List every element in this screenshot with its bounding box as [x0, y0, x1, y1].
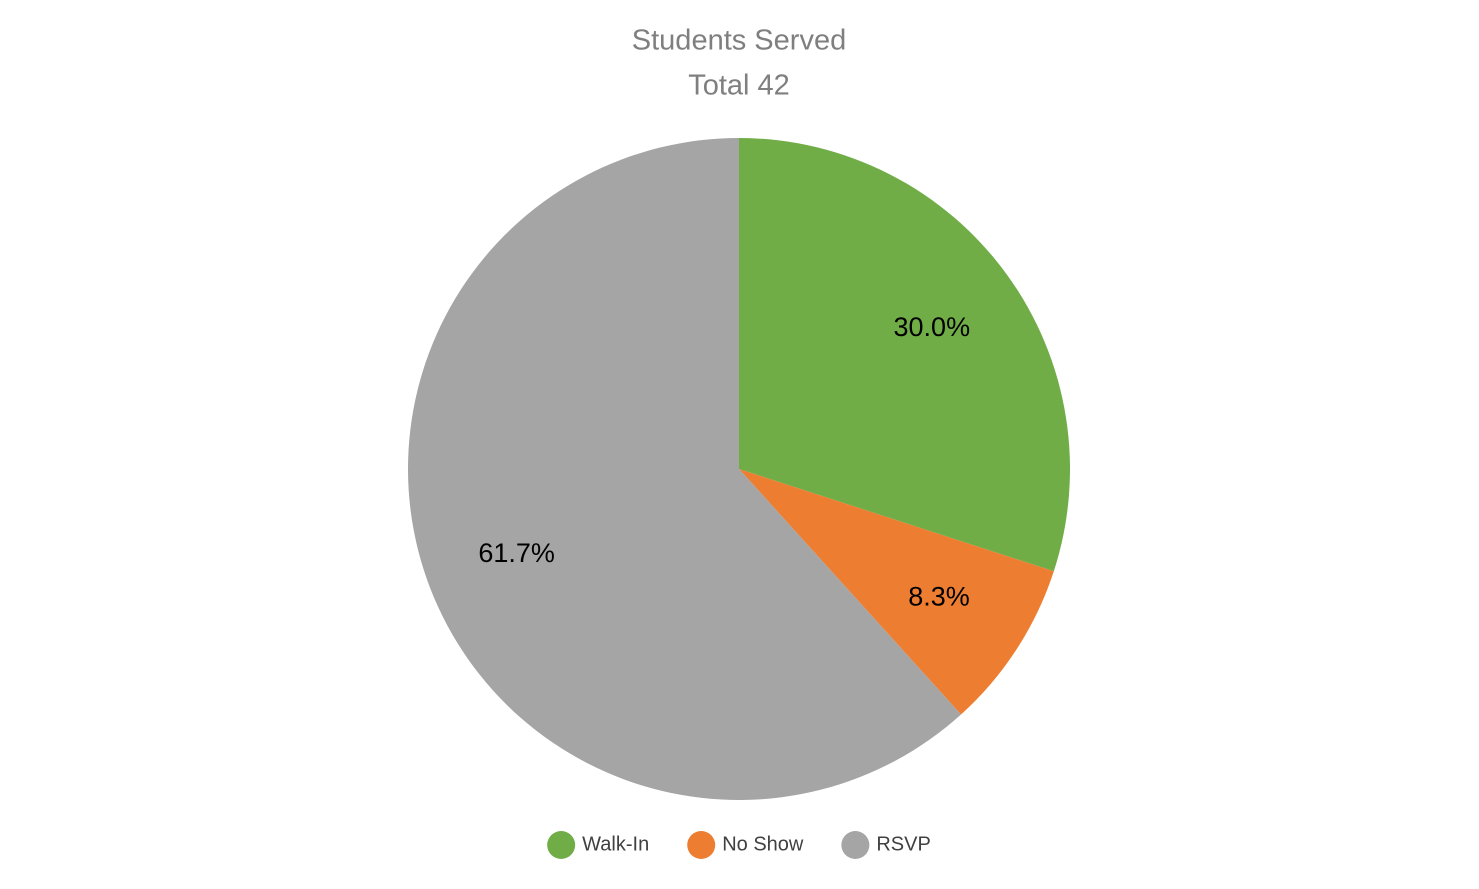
pie-slice [739, 138, 1070, 572]
pie-slice [408, 138, 961, 800]
legend-label: RSVP [876, 833, 930, 855]
data-label: 30.0% [894, 312, 971, 342]
legend-label: Walk-In [582, 833, 649, 855]
legend-label: No Show [722, 833, 804, 855]
chart-subtitle: Total 42 [688, 70, 790, 102]
legend-marker [687, 831, 716, 859]
data-label: 8.3% [908, 582, 970, 612]
legend-marker [841, 831, 870, 859]
chart-title: Students Served [632, 25, 846, 57]
data-label: 61.7% [478, 538, 555, 568]
pie-slice [739, 469, 1054, 715]
legend-marker [547, 831, 576, 859]
